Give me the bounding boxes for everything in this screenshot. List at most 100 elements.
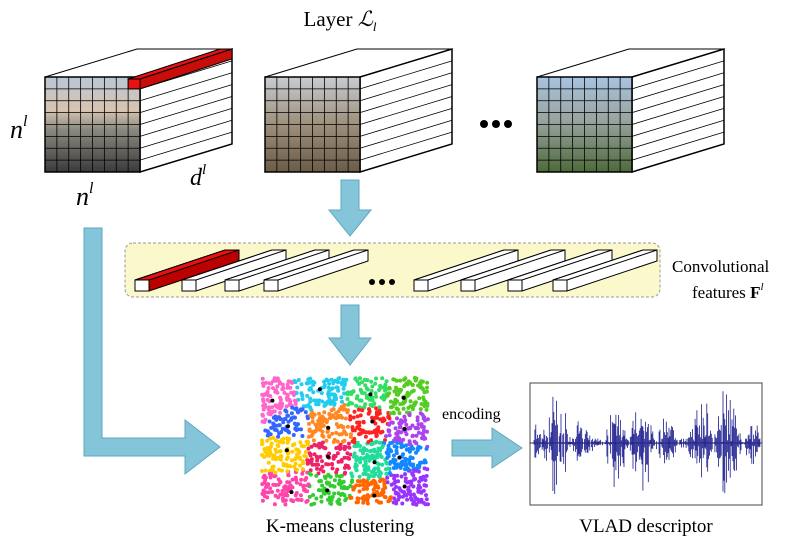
point — [270, 490, 274, 494]
point — [331, 381, 335, 385]
point — [417, 484, 421, 488]
point — [284, 491, 288, 495]
point — [408, 426, 412, 430]
point — [391, 377, 395, 381]
point — [300, 434, 304, 438]
point — [314, 497, 318, 501]
features-sup: l — [760, 281, 763, 293]
point — [320, 415, 324, 419]
point — [390, 483, 394, 487]
point — [315, 459, 319, 463]
point — [362, 478, 366, 482]
diagram: Layer ℒl nl nl dl Convolutional features… — [0, 0, 788, 543]
point — [402, 415, 406, 419]
point — [426, 502, 430, 506]
point — [260, 442, 264, 446]
point — [425, 447, 429, 451]
point — [292, 390, 296, 394]
point — [280, 489, 284, 493]
point — [394, 426, 398, 430]
point — [330, 462, 334, 466]
point — [348, 453, 352, 457]
point — [400, 475, 404, 479]
point — [344, 497, 348, 501]
point — [276, 489, 280, 493]
point — [387, 386, 391, 390]
point — [384, 434, 388, 438]
point — [295, 386, 299, 390]
point — [268, 486, 272, 490]
point — [343, 471, 347, 475]
centroid — [286, 424, 290, 428]
feature-bar-front — [264, 280, 278, 291]
point — [387, 391, 391, 395]
point — [356, 414, 360, 418]
point — [337, 432, 341, 436]
point — [372, 488, 376, 492]
point — [355, 464, 359, 468]
point — [306, 440, 310, 444]
point — [352, 444, 356, 448]
point — [302, 484, 306, 488]
point — [373, 473, 377, 477]
point — [397, 486, 401, 490]
cube — [265, 49, 452, 172]
point — [395, 449, 399, 453]
point — [305, 394, 309, 398]
point — [285, 404, 289, 408]
point — [420, 425, 424, 429]
point — [320, 433, 324, 437]
point — [395, 416, 399, 420]
point — [400, 502, 404, 506]
point — [304, 410, 308, 414]
point — [420, 436, 424, 440]
point — [394, 491, 398, 495]
point — [278, 411, 282, 415]
point — [320, 459, 324, 463]
encoding-label: encoding — [442, 406, 501, 423]
point — [265, 439, 269, 443]
point — [315, 455, 319, 459]
point — [386, 467, 390, 471]
point — [309, 413, 313, 417]
point — [266, 434, 270, 438]
point — [308, 471, 312, 475]
point — [266, 483, 270, 487]
point — [405, 498, 409, 502]
point — [267, 412, 271, 416]
point — [315, 467, 319, 471]
point — [395, 393, 399, 397]
title-subscript: l — [373, 19, 377, 34]
point — [330, 392, 334, 396]
point — [323, 475, 327, 479]
point — [320, 484, 324, 488]
point — [359, 457, 363, 461]
point — [286, 414, 290, 418]
point — [356, 500, 360, 504]
point — [288, 464, 292, 468]
point — [422, 398, 426, 402]
height-base: n — [10, 115, 23, 144]
point — [383, 484, 387, 488]
point — [379, 501, 383, 505]
point — [411, 456, 415, 460]
point — [423, 404, 427, 408]
point — [366, 473, 370, 477]
point — [356, 441, 360, 445]
point — [276, 443, 280, 447]
point — [275, 391, 279, 395]
point — [322, 410, 326, 414]
point — [302, 444, 306, 448]
point — [336, 377, 340, 381]
width-base: n — [76, 182, 89, 211]
point — [369, 481, 373, 485]
point — [260, 413, 264, 417]
point — [394, 480, 398, 484]
centroid — [373, 460, 377, 464]
point — [292, 415, 296, 419]
feature-bar-front — [553, 280, 567, 291]
point — [273, 471, 277, 475]
point — [407, 462, 411, 466]
point — [298, 464, 302, 468]
point — [347, 457, 351, 461]
